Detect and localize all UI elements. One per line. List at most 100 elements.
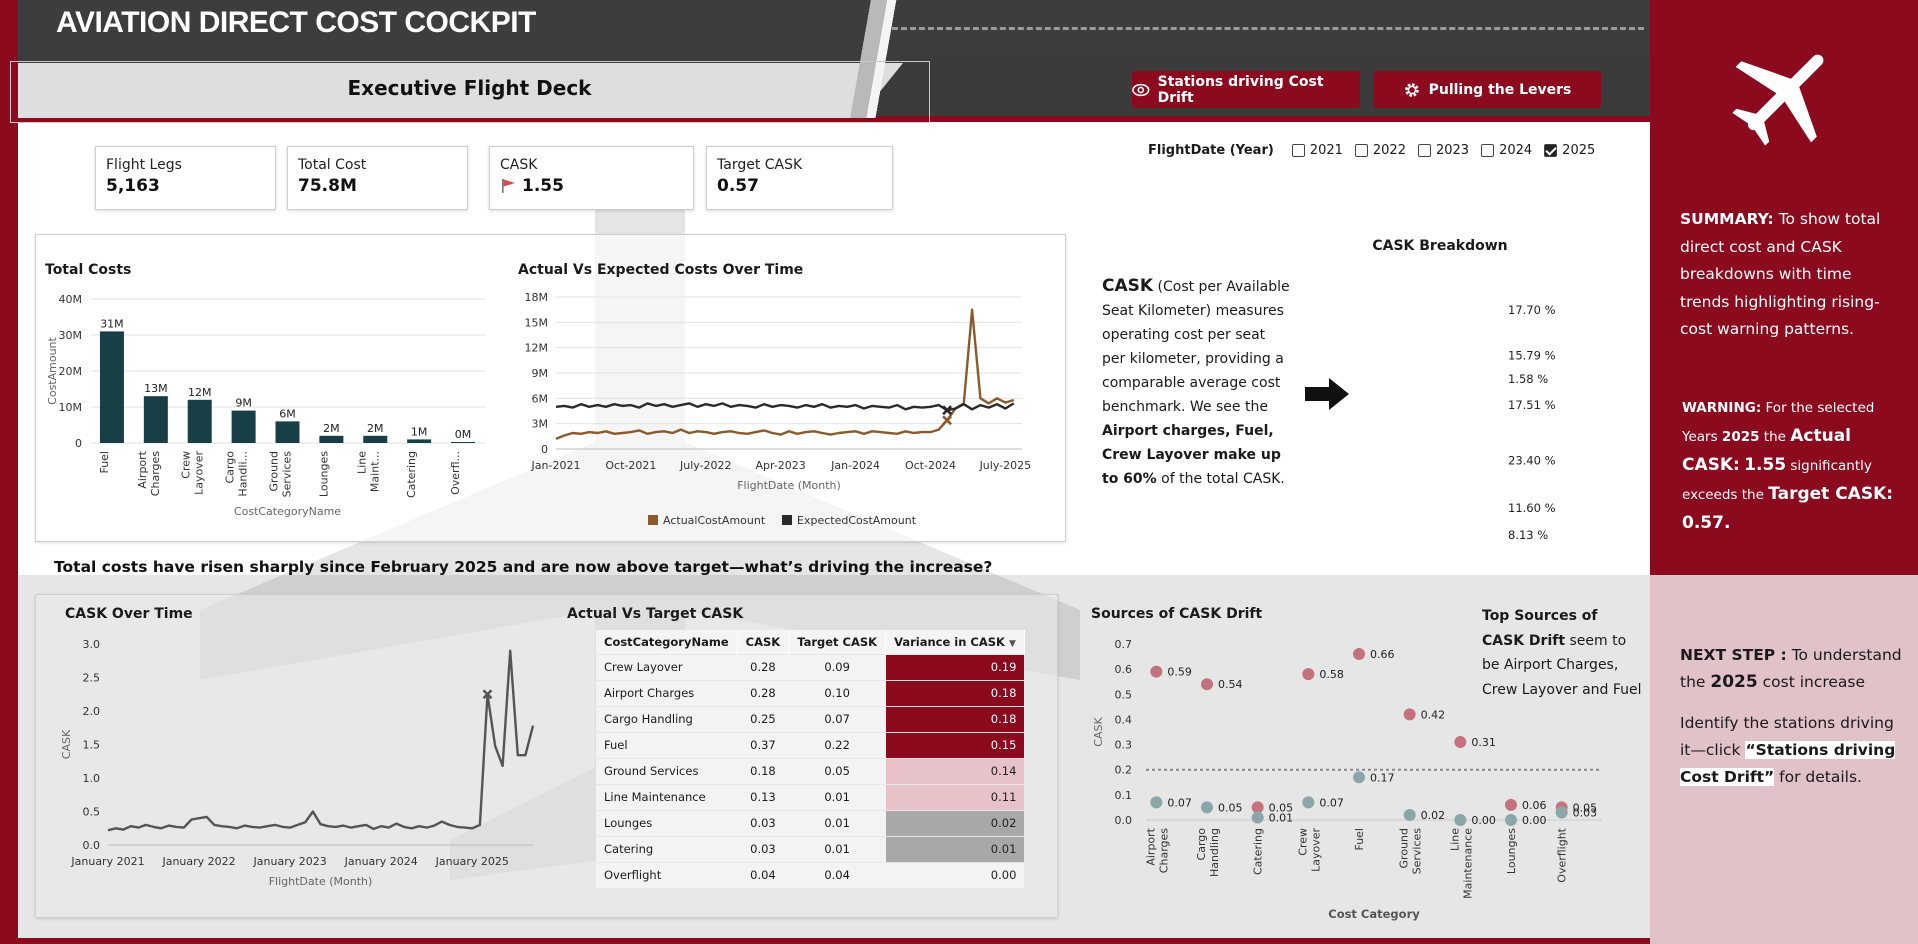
- table-row[interactable]: Airport Charges 0.28 0.10 0.18: [596, 679, 1025, 706]
- bar: [451, 442, 476, 443]
- y-tick-label: 12M: [525, 342, 549, 355]
- legend-label: ActualCostAmount: [663, 514, 766, 527]
- cell-variance: 0.11: [885, 783, 1025, 810]
- y-axis-title: CASK: [60, 729, 73, 759]
- drift-point-actual: [1201, 678, 1213, 691]
- bar-value-label: 2M: [323, 422, 340, 435]
- y-tick-label: 0.4: [1115, 713, 1133, 726]
- year-checkbox-2021[interactable]: 2021: [1291, 143, 1343, 158]
- y-tick-label: 0.5: [83, 806, 101, 819]
- checkbox[interactable]: [1354, 144, 1368, 157]
- x-tick-label: Lounges: [1505, 828, 1518, 874]
- cell-target: 0.01: [788, 809, 886, 836]
- y-tick-label: 15M: [525, 316, 549, 329]
- warning-body-2: the: [1759, 429, 1791, 445]
- cell-cask: 0.04: [737, 861, 789, 888]
- drift-point-target: [1353, 771, 1365, 784]
- x-tick-label: Charges: [149, 451, 162, 496]
- year-label: 2024: [1499, 143, 1533, 158]
- breakdown-label: 8.13 %: [1508, 528, 1548, 542]
- drift-point-target: [1505, 814, 1517, 826]
- y-tick-label: 0.5: [1115, 688, 1133, 701]
- table-row[interactable]: Ground Services 0.18 0.05 0.14: [596, 757, 1025, 784]
- drift-point-label: 0.00: [1471, 814, 1496, 827]
- pulling-levers-label: Pulling the Levers: [1428, 81, 1572, 98]
- x-tick-label: January 2023: [253, 855, 327, 868]
- arrow-right-icon: [1305, 378, 1349, 410]
- drift-point-label: 0.05: [1573, 801, 1598, 814]
- cell-category: Line Maintenance: [596, 783, 738, 810]
- cell-target: 0.07: [788, 705, 886, 732]
- legend-swatch: [648, 515, 658, 525]
- summary-body: To show total direct cost and CASK break…: [1680, 210, 1881, 338]
- y-tick-label: 0.2: [1115, 764, 1133, 777]
- year-checkbox-2024[interactable]: 2024: [1481, 143, 1532, 158]
- bar-value-label: 13M: [144, 382, 168, 395]
- table-row[interactable]: Line Maintenance 0.13 0.01 0.11: [596, 783, 1025, 810]
- cell-cask: 0.37: [737, 731, 789, 758]
- y-tick-label: 2.5: [83, 672, 101, 685]
- x-tick-label: Ground: [1398, 828, 1411, 868]
- y-tick-label: 40M: [59, 293, 83, 306]
- year-checkbox-2023[interactable]: 2023: [1417, 143, 1469, 158]
- table-row[interactable]: Cargo Handling 0.25 0.07 0.18: [596, 705, 1025, 732]
- cell-category: Fuel: [596, 731, 738, 758]
- table-row[interactable]: Fuel 0.37 0.22 0.15: [596, 731, 1025, 758]
- x-tick-label: Cargo: [224, 451, 237, 484]
- header-diagonal-stripe: [840, 0, 910, 118]
- cell-target: 0.05: [788, 757, 886, 784]
- x-tick-label: Fuel: [98, 451, 111, 474]
- drift-point-label: 0.05: [1218, 801, 1243, 814]
- x-tick-label: Catering: [1252, 828, 1265, 875]
- checkbox[interactable]: [1291, 144, 1305, 157]
- column-header-variance[interactable]: Variance in CASK ▼: [885, 630, 1025, 654]
- sort-desc-icon[interactable]: ▼: [1008, 638, 1016, 649]
- year-checkbox-2022[interactable]: 2022: [1354, 143, 1406, 158]
- table-row[interactable]: Overflight 0.04 0.04 0.00: [596, 861, 1025, 888]
- y-tick-label: 0: [541, 443, 548, 456]
- x-tick-label: Crew: [1296, 828, 1309, 856]
- bar: [363, 435, 388, 443]
- drift-point-actual: [1353, 648, 1365, 661]
- year-checkbox-2025[interactable]: 2025: [1544, 143, 1595, 158]
- checkbox[interactable]: [1481, 144, 1495, 157]
- pulling-levers-button[interactable]: Pulling the Levers: [1373, 71, 1601, 108]
- cell-category: Crew Layover: [596, 653, 738, 680]
- drift-point-target: [1150, 796, 1163, 809]
- drift-point-target: [1201, 801, 1213, 814]
- table-row[interactable]: Crew Layover 0.28 0.09 0.19: [596, 653, 1025, 680]
- drift-point-label: 0.66: [1370, 648, 1395, 661]
- x-axis-title: Cost Category: [1328, 907, 1420, 921]
- cask-description-body: (Cost per Available Seat Kilometer) meas…: [1102, 279, 1290, 415]
- series-line-ExpectedCostAmount: [555, 402, 1015, 412]
- x-tick-label: Services: [281, 451, 294, 498]
- table-header-row: CostCategoryName CASK Target CASK Varian…: [596, 630, 1025, 654]
- cask-breakdown-title: CASK Breakdown: [1372, 238, 1508, 254]
- drift-point-actual: [1403, 708, 1416, 721]
- flag-icon: [502, 179, 515, 193]
- bar: [143, 396, 168, 443]
- x-tick-label: Layover: [1309, 828, 1322, 872]
- sidebar-next-step-panel: [1650, 575, 1918, 944]
- year-filter: FlightDate (Year) 2021 2022 2023 2024 20…: [1148, 143, 1595, 158]
- warning-body-3: significantly exceeds the: [1682, 458, 1872, 503]
- summary-text: SUMMARY: To show total direct cost and C…: [1680, 206, 1904, 344]
- legend-swatch: [782, 515, 792, 525]
- checkbox-checked[interactable]: [1544, 144, 1558, 157]
- column-header-cask[interactable]: CASK: [737, 630, 790, 654]
- drift-point-label: 0.17: [1370, 771, 1395, 784]
- checkbox[interactable]: [1417, 144, 1431, 157]
- drift-point-target: [1454, 814, 1467, 826]
- page-title: Executive Flight Deck: [347, 76, 592, 100]
- stations-cost-drift-button[interactable]: Stations driving Cost Drift: [1132, 71, 1360, 108]
- table-row[interactable]: Catering 0.03 0.01 0.01: [596, 835, 1025, 862]
- drift-point-actual: [1454, 736, 1467, 749]
- column-header-target[interactable]: Target CASK: [788, 630, 887, 654]
- kpi-flight-legs: Flight Legs 5,163: [95, 146, 276, 210]
- drift-point-actual: [1251, 801, 1264, 814]
- table-row[interactable]: Lounges 0.03 0.01 0.02: [596, 809, 1025, 836]
- year-label: 2021: [1309, 143, 1343, 158]
- column-header-category[interactable]: CostCategoryName: [596, 630, 738, 654]
- cell-variance: 0.15: [885, 731, 1025, 758]
- breakdown-segment: [1388, 377, 1613, 381]
